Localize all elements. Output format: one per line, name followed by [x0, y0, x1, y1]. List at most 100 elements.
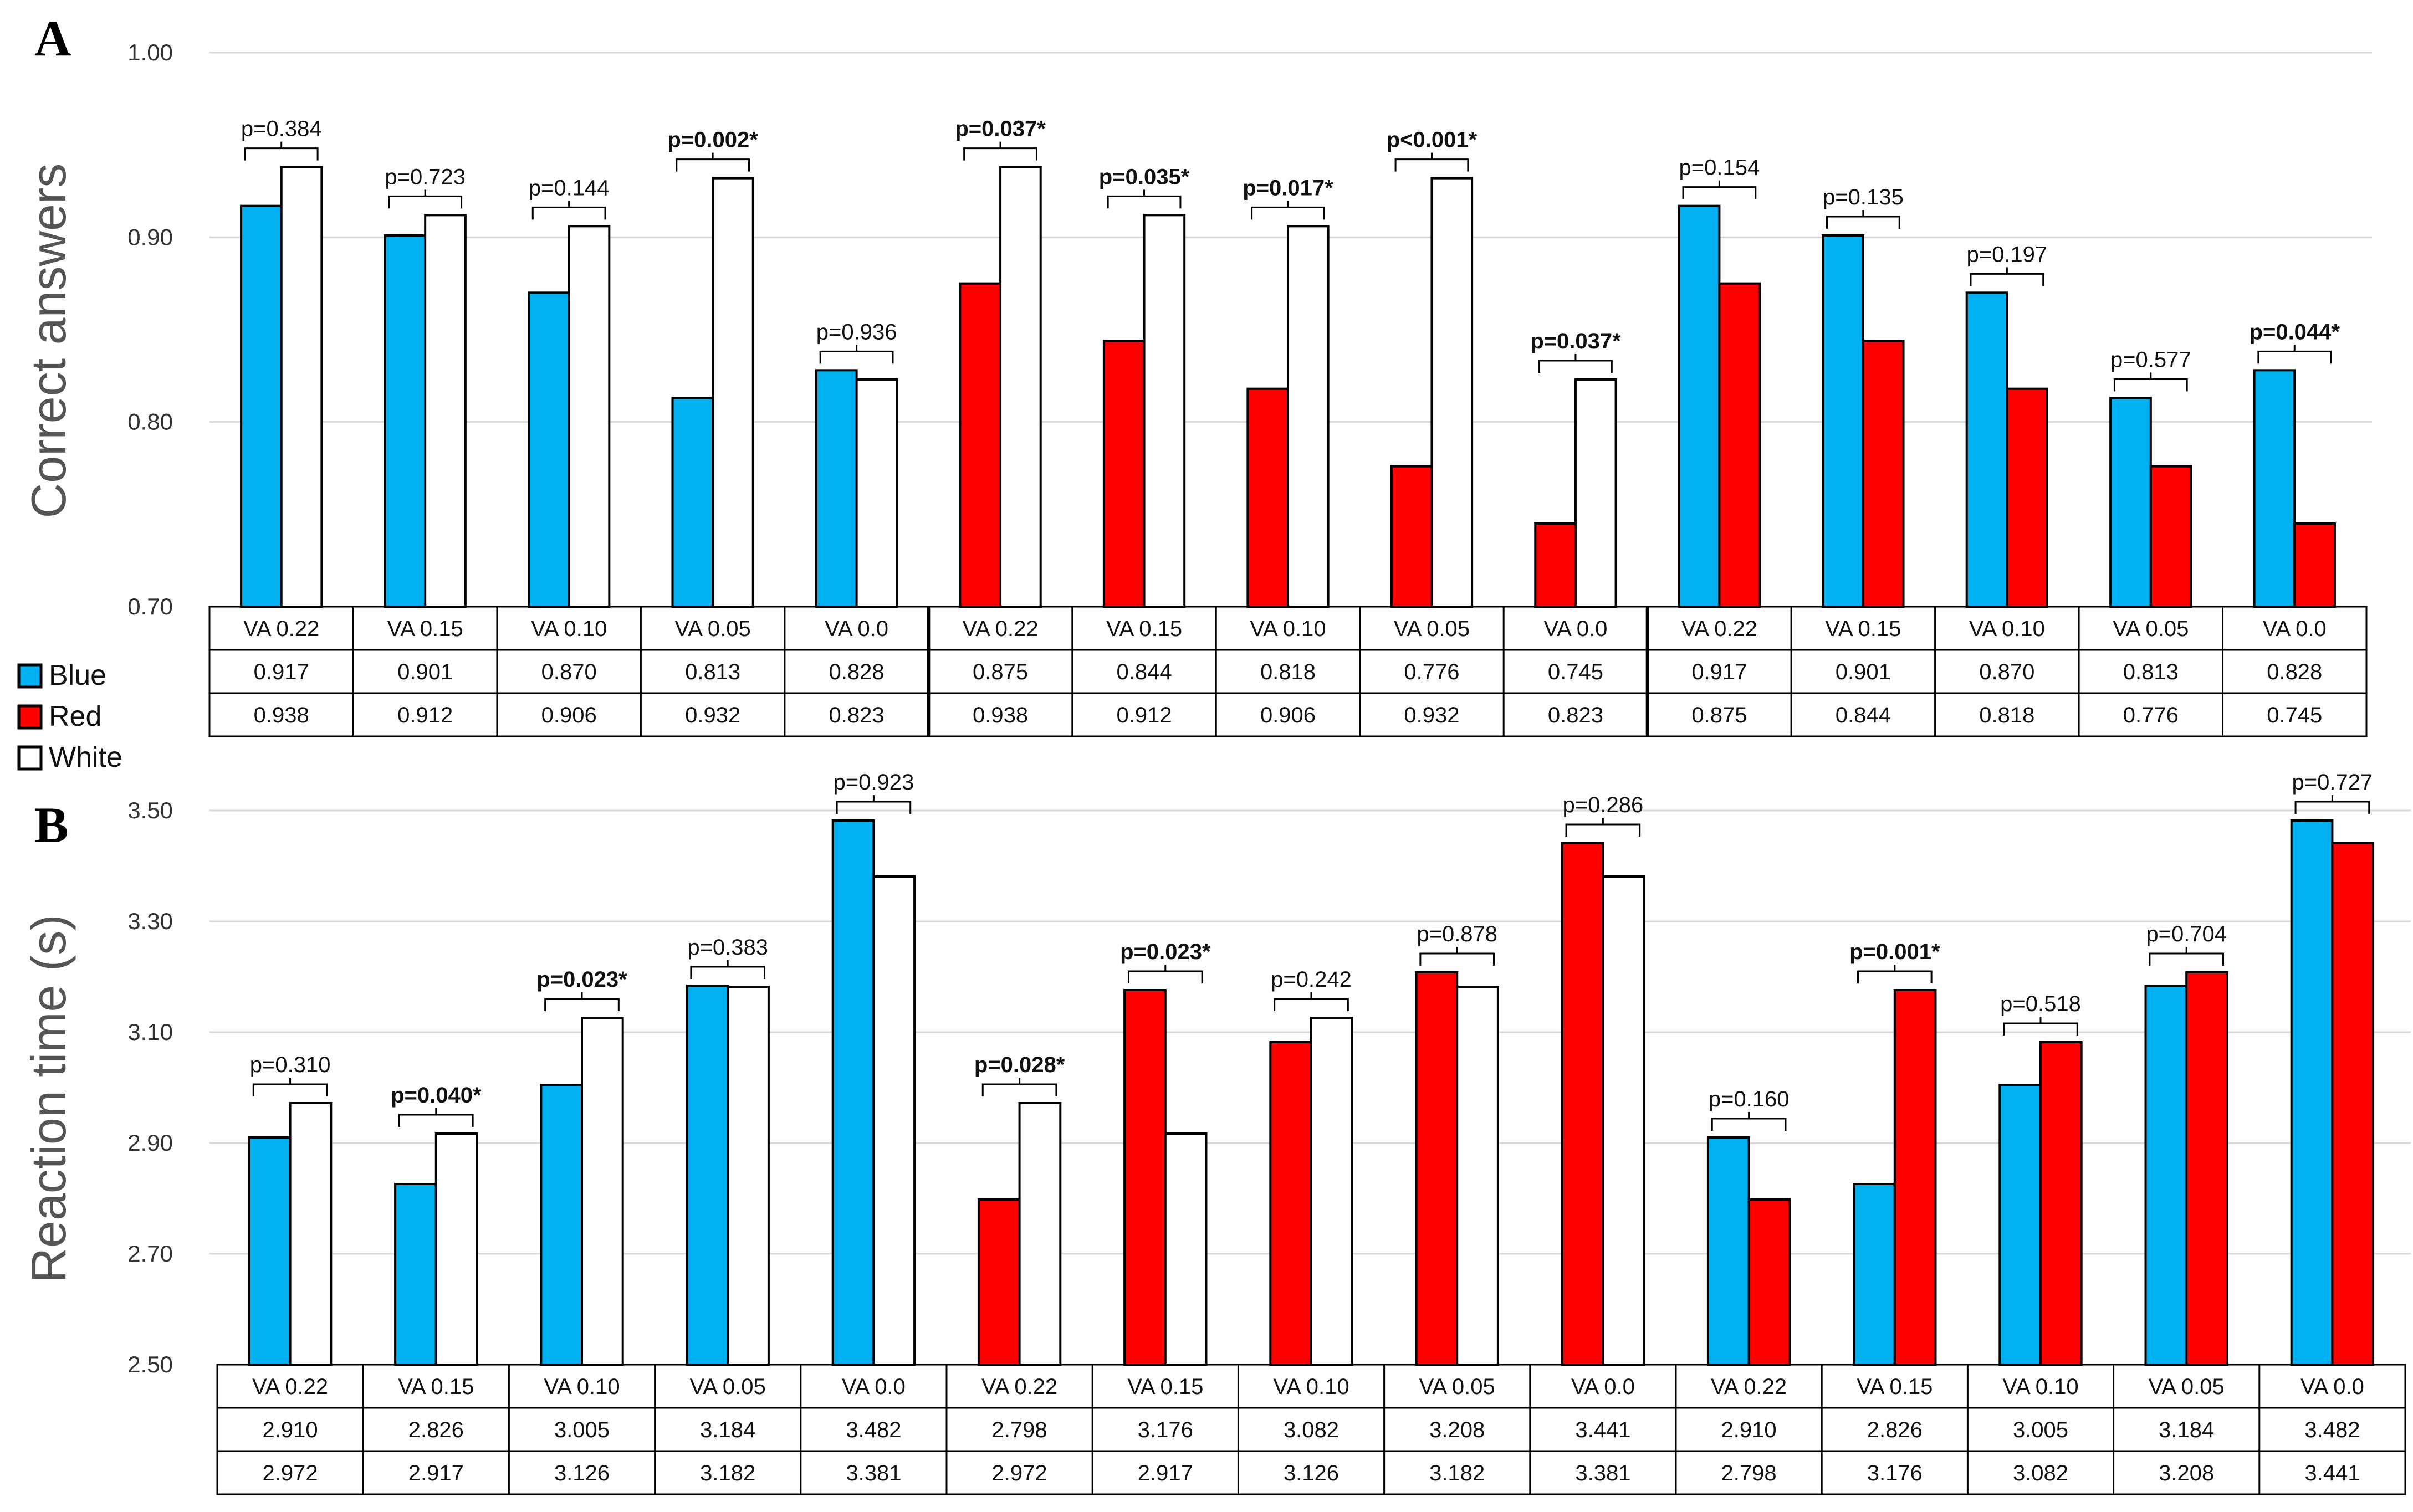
- table-value-cell: 0.844: [1116, 660, 1172, 684]
- panel-letter-a: A: [34, 10, 71, 66]
- y-tick-label: 3.50: [127, 797, 173, 823]
- significance-bracket: [2257, 345, 2332, 364]
- category-label: VA 0.10: [1250, 617, 1326, 641]
- p-value-label: p=0.037*: [955, 117, 1046, 141]
- bar-blue: [1706, 1136, 1750, 1366]
- p-value-label: p=0.723: [385, 165, 466, 189]
- panel-letter-b: B: [34, 797, 68, 853]
- p-value-label: p=0.384: [241, 117, 322, 141]
- bar-red: [2185, 971, 2228, 1366]
- p-value-label: p=0.037*: [1530, 329, 1621, 353]
- legend: Blue Red White: [17, 659, 122, 773]
- significance-bracket: [2294, 795, 2370, 814]
- table-value-cell: 3.126: [554, 1461, 610, 1485]
- bar-blue: [2253, 369, 2296, 608]
- significance-bracket: [2113, 372, 2188, 392]
- category-label: VA 0.0: [1543, 617, 1607, 641]
- p-value-label: p=0.923: [834, 770, 914, 795]
- table-value-cell: 3.482: [846, 1418, 901, 1442]
- significance-bracket: [1419, 947, 1495, 966]
- category-label: VA 0.15: [1106, 617, 1182, 641]
- bar-blue: [248, 1136, 292, 1366]
- table-value-cell: 0.875: [973, 660, 1028, 684]
- y-tick-label: 1.00: [127, 39, 173, 65]
- category-label: VA 0.0: [2263, 617, 2327, 641]
- bar-red: [1246, 387, 1290, 608]
- bar-red: [1747, 1198, 1791, 1366]
- table-value-cell: 3.208: [2159, 1461, 2214, 1485]
- bar-white: [568, 225, 611, 608]
- table-value-cell: 0.938: [973, 703, 1028, 727]
- bar-white: [289, 1102, 333, 1366]
- y-tick-label: 0.80: [127, 409, 173, 435]
- legend-swatch-red: [17, 704, 43, 730]
- table-value-cell: 3.176: [1867, 1461, 1923, 1485]
- bar-white: [1574, 378, 1617, 608]
- bar-red: [1269, 1041, 1312, 1366]
- bar-white: [1287, 225, 1330, 608]
- category-label: VA 0.05: [2149, 1375, 2225, 1399]
- category-label: VA 0.22: [1711, 1375, 1787, 1399]
- significance-bracket: [388, 189, 463, 209]
- significance-bracket: [1274, 992, 1349, 1011]
- bar-blue: [540, 1084, 584, 1366]
- bar-white: [434, 1132, 478, 1366]
- significance-bracket: [1251, 201, 1325, 220]
- y-axis-label: Reaction time (s): [21, 914, 76, 1283]
- bar-red: [2331, 842, 2375, 1366]
- category-label: VA 0.0: [2300, 1375, 2364, 1399]
- bar-blue: [1965, 291, 2008, 608]
- significance-bracket: [676, 152, 750, 172]
- table-value-cell: 0.875: [1691, 703, 1747, 727]
- bar-blue: [394, 1183, 437, 1366]
- significance-bracket: [2003, 1017, 2078, 1036]
- p-value-label: p=0.144: [529, 176, 610, 200]
- table-value-cell: 0.938: [254, 703, 309, 727]
- bar-blue: [671, 397, 714, 608]
- bar-red: [1862, 340, 1905, 608]
- p-value-label: p=0.023*: [536, 967, 627, 992]
- category-label: VA 0.22: [252, 1375, 328, 1399]
- bar-blue: [815, 369, 858, 608]
- bar-blue: [1822, 234, 1864, 608]
- category-label: VA 0.15: [1127, 1375, 1203, 1399]
- legend-label-blue: Blue: [49, 659, 106, 691]
- significance-bracket: [836, 795, 912, 814]
- bar-white: [712, 177, 754, 608]
- bar-red: [1390, 465, 1433, 608]
- category-label: VA 0.05: [1394, 617, 1470, 641]
- category-label: VA 0.15: [387, 617, 463, 641]
- table-value-cell: 0.823: [829, 703, 885, 727]
- category-label: VA 0.0: [1571, 1375, 1635, 1399]
- category-label: VA 0.05: [690, 1375, 766, 1399]
- table-value-cell: 0.828: [2267, 660, 2322, 684]
- table-value-cell: 3.005: [2013, 1418, 2068, 1442]
- table-value-cell: 3.182: [1429, 1461, 1485, 1485]
- table-value-cell: 0.906: [1260, 703, 1316, 727]
- bar-red: [1561, 842, 1604, 1366]
- category-label: VA 0.22: [981, 1375, 1057, 1399]
- p-value-label: p=0.154: [1679, 156, 1760, 180]
- bar-white: [280, 166, 323, 608]
- table-value-cell: 0.912: [397, 703, 453, 727]
- p-value-label: p=0.936: [816, 320, 897, 344]
- p-value-label: p=0.577: [2110, 347, 2191, 372]
- table-value-cell: 3.441: [1575, 1418, 1630, 1442]
- bar-blue: [831, 819, 875, 1366]
- bar-red: [1893, 989, 1937, 1366]
- table-value-cell: 2.917: [1138, 1461, 1193, 1485]
- p-value-label: p=0.704: [2146, 922, 2227, 946]
- p-value-label: p=0.310: [250, 1053, 331, 1077]
- table-value-cell: 3.381: [1575, 1461, 1630, 1485]
- bar-red: [977, 1198, 1021, 1366]
- table-value-cell: 3.482: [2304, 1418, 2360, 1442]
- category-label: VA 0.15: [1825, 617, 1901, 641]
- bar-white: [1602, 875, 1645, 1366]
- category-label: VA 0.10: [1969, 617, 2045, 641]
- significance-bracket: [2149, 947, 2225, 966]
- table-value-cell: 3.184: [2159, 1418, 2214, 1442]
- panel-a-chart: 0.70 0.80 0.90 1.00 Correct answers p=0.384 p=…: [21, 39, 2372, 737]
- table-value-cell: 0.901: [1836, 660, 1891, 684]
- significance-bracket: [531, 201, 606, 220]
- bar-blue: [528, 291, 570, 608]
